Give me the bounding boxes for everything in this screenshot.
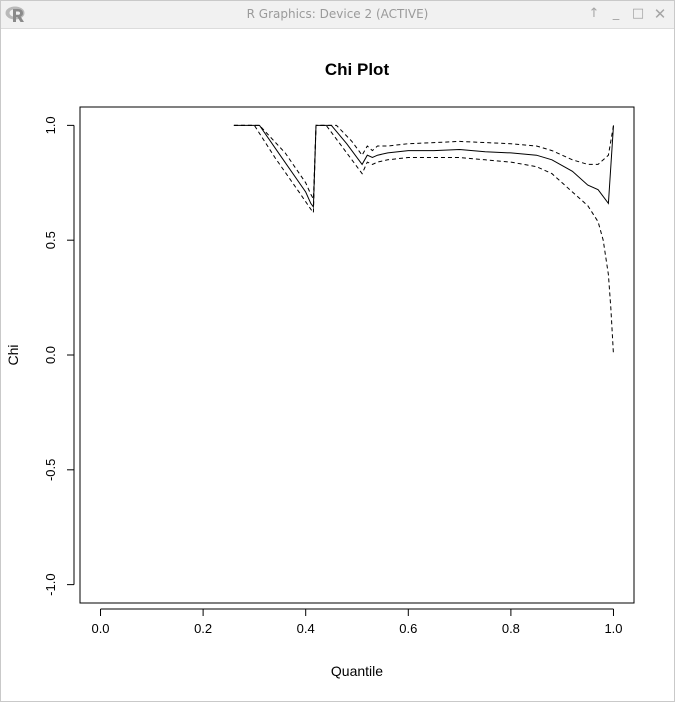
plot-frame [79, 106, 635, 604]
y-tick-label: 0.5 [43, 231, 58, 249]
window-title: R Graphics: Device 2 (ACTIVE) [246, 7, 429, 21]
up-arrow-icon[interactable]: ↑ [588, 6, 600, 21]
y-tick-label: -1.0 [43, 573, 58, 595]
close-button[interactable]: ✕ [653, 5, 667, 23]
chart-title: Chi Plot [325, 60, 390, 79]
x-axis: 0.0 0.2 0.4 0.6 0.8 1.0 [91, 608, 623, 636]
series-lower-bound-line [233, 124, 614, 356]
x-tick-label: 0.8 [502, 621, 520, 636]
x-tick-label: 0.4 [297, 621, 315, 636]
maximize-button[interactable]: □ [631, 6, 645, 21]
y-axis: -1.0 -0.5 0.0 0.5 1.0 [43, 116, 75, 596]
series-layer [233, 124, 614, 356]
x-axis-label: Quantile [331, 663, 383, 679]
x-tick-label: 0.2 [194, 621, 212, 636]
series-upper-bound-line [233, 124, 614, 201]
chi-plot-chart: Chi Plot Quantile Chi 0.0 0.2 0.4 0.6 0.8 1.0… [5, 60, 635, 679]
series-estimate-line [233, 124, 614, 209]
y-tick-label: -0.5 [43, 459, 58, 481]
y-axis-label: Chi [5, 344, 21, 365]
title-bar[interactable]: R Graphics: Device 2 (ACTIVE) ↑ _ □ ✕ [1, 1, 674, 29]
x-tick-label: 0.0 [91, 621, 109, 636]
r-logo-icon [5, 6, 25, 22]
plot-area: Chi Plot Quantile Chi 0.0 0.2 0.4 0.6 0.8 1.0… [1, 29, 674, 701]
x-tick-label: 1.0 [604, 621, 622, 636]
y-tick-label: 1.0 [43, 116, 58, 134]
y-tick-label: 0.0 [43, 346, 58, 364]
minimize-button[interactable]: _ [612, 6, 620, 21]
x-tick-label: 0.6 [399, 621, 417, 636]
